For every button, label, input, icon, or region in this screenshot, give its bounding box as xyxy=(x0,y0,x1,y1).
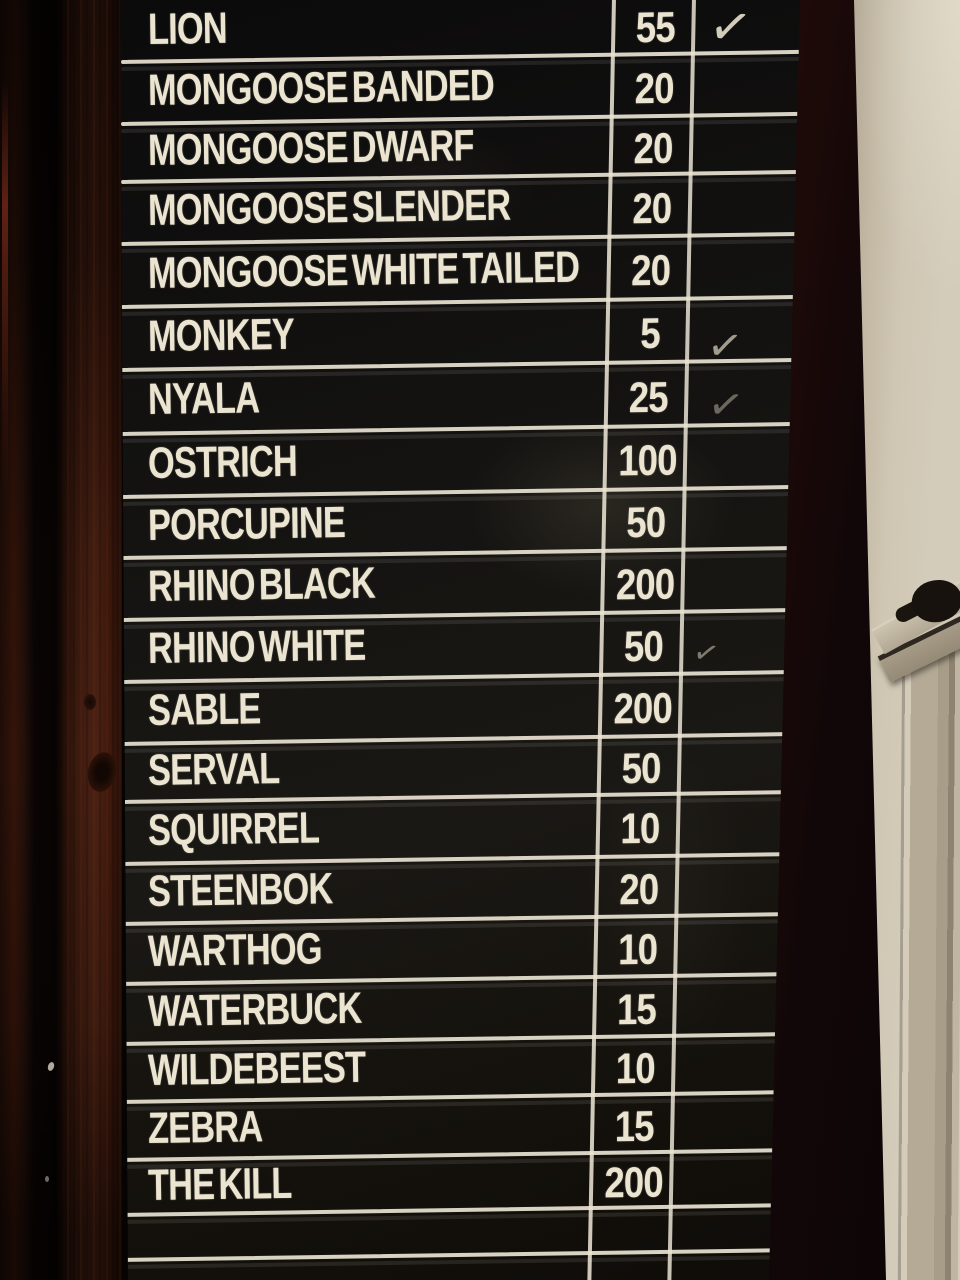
paint-speck xyxy=(45,1176,49,1182)
spotted-cell: ✓ xyxy=(688,366,781,432)
points-value: 20 xyxy=(619,865,659,914)
points-value: 20 xyxy=(631,246,671,296)
points-value: 200 xyxy=(613,684,672,733)
spotted-cell: ✓ xyxy=(695,0,788,61)
points-value: 20 xyxy=(632,184,672,233)
points-cell: 20 xyxy=(599,859,679,920)
window-trim-post xyxy=(897,639,960,1280)
points-cell: 200 xyxy=(605,553,685,616)
points-value: 20 xyxy=(633,124,673,173)
spotted-cell: ✓ xyxy=(689,303,782,372)
board-row: MONGOOSE SLENDER xyxy=(148,173,603,242)
points-cell: 200 xyxy=(602,677,682,740)
animal-name-label: MONGOOSE BANDED xyxy=(147,60,495,115)
points-cell: 20 xyxy=(614,57,694,120)
board-row: MONKEY xyxy=(148,298,603,368)
animal-name-label: MONGOOSE DWARF xyxy=(147,121,475,175)
board-row: MONGOOSE DWARF xyxy=(148,115,603,180)
animal-name-label: SQUIRREL xyxy=(147,803,320,855)
points-value: 50 xyxy=(623,622,664,671)
board-row: WARTHOG xyxy=(148,915,603,982)
points-cell: 20 xyxy=(613,119,693,178)
points-value: 50 xyxy=(626,498,666,548)
board-row: SERVAL xyxy=(148,735,603,800)
animal-name-label: MONGOOSE WHITE TAILED xyxy=(147,242,580,298)
points-value: 10 xyxy=(618,925,658,974)
board-row: RHINO BLACK xyxy=(148,549,603,618)
animal-name-label: SABLE xyxy=(147,684,261,735)
points-value: 100 xyxy=(617,436,677,486)
points-cell: 5 xyxy=(609,302,689,366)
points-cell: 50 xyxy=(601,739,681,798)
animal-name-label: WARTHOG xyxy=(147,924,323,976)
points-cell: 50 xyxy=(606,492,686,554)
animal-name-label: ZEBRA xyxy=(147,1102,263,1153)
spotted-cell: ✓ xyxy=(683,616,776,678)
animal-name-label: RHINO WHITE xyxy=(147,620,366,673)
animal-name-label: OSTRICH xyxy=(147,436,298,488)
animal-name-label: THE KILL xyxy=(147,1158,292,1210)
points-cell: 10 xyxy=(598,919,678,980)
points-value: 50 xyxy=(621,744,661,793)
check-icon: ✓ xyxy=(703,0,757,61)
points-value: 10 xyxy=(615,1044,656,1093)
points-value: 5 xyxy=(639,309,660,359)
points-cell: 55 xyxy=(615,0,695,59)
board-row: ZEBRA xyxy=(148,1093,603,1158)
check-icon: ✓ xyxy=(689,633,723,674)
points-value: 15 xyxy=(616,985,657,1034)
wood-knot-small xyxy=(84,694,96,710)
board-row: MONGOOSE BANDED xyxy=(148,53,603,122)
board-row: THE KILL xyxy=(148,1151,603,1213)
animal-name-label: SERVAL xyxy=(147,744,280,795)
points-cell: 10 xyxy=(600,797,680,860)
points-cell: 15 xyxy=(596,979,676,1040)
points-cell: 100 xyxy=(607,429,687,493)
board-row: WILDEBEEST xyxy=(148,1035,603,1100)
board-row: SABLE xyxy=(148,673,603,742)
points-value: 20 xyxy=(634,64,674,113)
points-value: 200 xyxy=(603,1158,663,1208)
animal-name-label: WILDEBEEST xyxy=(147,1042,366,1095)
animal-name-label: MONKEY xyxy=(147,309,295,361)
board-row: LION xyxy=(148,0,603,60)
wood-door-frame xyxy=(0,0,122,1280)
points-cell: 20 xyxy=(611,239,691,303)
board-row: SQUIRREL xyxy=(148,793,603,862)
check-icon: ✓ xyxy=(703,377,748,432)
points-cell: 50 xyxy=(603,615,683,678)
points-value: 15 xyxy=(614,1102,654,1151)
board-row: PORCUPINE xyxy=(148,488,603,556)
animal-name-label: MONGOOSE SLENDER xyxy=(147,180,511,235)
points-cell: 10 xyxy=(595,1039,675,1098)
animal-name-label: STEENBOK xyxy=(147,864,333,916)
board-row: STEENBOK xyxy=(148,855,603,922)
points-value: 200 xyxy=(615,560,675,609)
animal-name-label: LION xyxy=(147,3,228,54)
animal-name-label: NYALA xyxy=(147,373,260,424)
points-value: 10 xyxy=(620,804,660,853)
check-icon: ✓ xyxy=(703,318,747,373)
points-value: 25 xyxy=(628,373,668,422)
points-cell: 25 xyxy=(608,365,688,430)
board-row: NYALA xyxy=(148,361,603,432)
points-value: 55 xyxy=(635,3,676,52)
board-row: MONGOOSE WHITE TAILED xyxy=(148,235,603,305)
paint-speck xyxy=(46,1061,56,1072)
points-cell: 200 xyxy=(593,1155,673,1211)
animal-name-label: PORCUPINE xyxy=(147,497,346,550)
animal-name-label: RHINO BLACK xyxy=(147,558,376,611)
wood-grain xyxy=(60,0,122,1280)
wood-edge-highlight xyxy=(2,80,8,500)
points-cell: 20 xyxy=(612,177,692,240)
points-cell: 15 xyxy=(594,1097,674,1156)
board-row: WATERBUCK xyxy=(148,975,603,1042)
board-row: RHINO WHITE xyxy=(148,611,603,680)
animal-name-label: WATERBUCK xyxy=(147,983,362,1036)
board-row: OSTRICH xyxy=(148,425,603,495)
